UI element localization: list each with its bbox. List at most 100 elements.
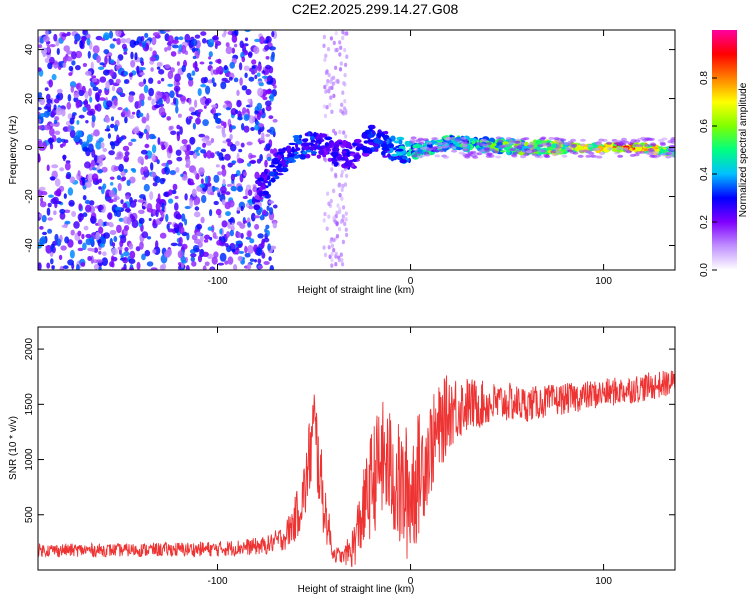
noise-blob <box>246 141 253 146</box>
noise-blob <box>70 85 75 93</box>
noise-blob <box>104 116 111 123</box>
snr-ticks: -100 0 100 500 1000 1500 2000 <box>24 327 675 587</box>
noise-blob <box>339 252 343 257</box>
noise-blob <box>191 234 198 241</box>
ridge-blob <box>334 143 340 149</box>
ridge-blob <box>374 148 379 152</box>
noise-blob <box>53 60 59 69</box>
noise-blob <box>62 265 69 270</box>
halo-blob <box>441 142 448 146</box>
noise-blob <box>249 154 257 158</box>
noise-blob <box>51 265 55 270</box>
noise-blob <box>325 82 329 87</box>
noise-blob <box>139 241 144 250</box>
halo-blob <box>503 144 510 148</box>
ridge-blob <box>253 204 261 211</box>
noise-blob <box>124 116 128 124</box>
halo-blob <box>499 145 506 149</box>
noise-blob <box>109 176 115 180</box>
noise-blob <box>138 81 145 87</box>
noise-blob <box>332 93 336 99</box>
noise-blob <box>209 236 213 241</box>
noise-blob <box>98 186 102 190</box>
noise-blob <box>264 228 268 233</box>
noise-blob <box>261 132 265 140</box>
ridge-blob <box>277 163 283 168</box>
noise-blob <box>126 179 131 186</box>
noise-blob <box>210 68 214 76</box>
noise-blob <box>151 98 155 106</box>
noise-blob <box>218 152 224 161</box>
noise-blob <box>109 43 116 49</box>
noise-blob <box>332 128 336 134</box>
noise-blob <box>146 261 154 267</box>
noise-blob <box>202 38 207 44</box>
noise-blob <box>76 264 80 270</box>
noise-blob <box>236 89 240 96</box>
noise-blob <box>200 77 207 84</box>
noise-blob <box>63 139 69 144</box>
noise-blob <box>50 258 54 265</box>
spectrogram-ytick-label: -20 <box>24 189 35 204</box>
noise-blob <box>112 38 117 42</box>
noise-blob <box>206 150 212 159</box>
noise-blob <box>115 78 121 84</box>
noise-blob <box>96 55 101 63</box>
noise-blob <box>339 219 343 225</box>
noise-blob <box>97 169 103 174</box>
noise-blob <box>128 258 136 265</box>
noise-blob <box>102 251 107 256</box>
halo-blob <box>444 137 451 141</box>
noise-blob <box>99 62 105 66</box>
noise-blob <box>135 246 141 252</box>
noise-blob <box>192 244 200 252</box>
spectrogram-ytick-label: 20 <box>24 93 35 105</box>
noise-blob <box>53 104 57 111</box>
noise-blob <box>116 87 122 93</box>
noise-blob <box>262 96 268 101</box>
spectrogram-xtick-label: 100 <box>595 276 612 287</box>
noise-blob <box>332 248 336 253</box>
noise-blob <box>227 256 234 265</box>
noise-blob <box>197 113 201 118</box>
noise-blob <box>337 183 341 188</box>
halo-blob <box>526 150 533 153</box>
noise-blob <box>138 132 143 139</box>
ridge-blob <box>404 140 410 146</box>
ridge-blob <box>274 175 280 180</box>
noise-blob <box>47 137 55 144</box>
noise-blob <box>217 262 225 266</box>
noise-blob <box>69 249 75 259</box>
noise-blob <box>197 88 202 97</box>
noise-blob <box>71 60 76 66</box>
noise-blob <box>152 32 160 37</box>
ridge-blob <box>398 139 403 145</box>
noise-blob <box>145 131 150 141</box>
noise-blob <box>146 112 150 122</box>
noise-blob <box>42 231 47 236</box>
ridge-blob <box>331 151 339 158</box>
noise-blob <box>241 56 246 63</box>
noise-blob <box>47 44 51 53</box>
noise-blob <box>88 88 92 97</box>
noise-blob <box>149 47 153 52</box>
halo-blob <box>634 139 641 143</box>
noise-blob <box>207 38 215 48</box>
halo-blob <box>667 140 674 144</box>
noise-blob <box>60 245 67 251</box>
halo-blob <box>484 147 490 151</box>
noise-blob <box>167 228 174 233</box>
noise-blob <box>220 148 227 153</box>
halo-blob <box>660 153 667 157</box>
ridge-blob <box>471 140 476 145</box>
noise-blob <box>38 140 44 149</box>
noise-blob <box>269 126 276 135</box>
noise-blob <box>335 234 340 239</box>
spectrogram-xtick-label: -100 <box>208 276 228 287</box>
noise-blob <box>54 116 60 121</box>
ridge-blob <box>348 159 354 163</box>
noise-blob <box>140 166 145 176</box>
noise-blob <box>271 30 275 38</box>
ridge-blob <box>257 181 263 187</box>
noise-blob <box>75 65 81 71</box>
